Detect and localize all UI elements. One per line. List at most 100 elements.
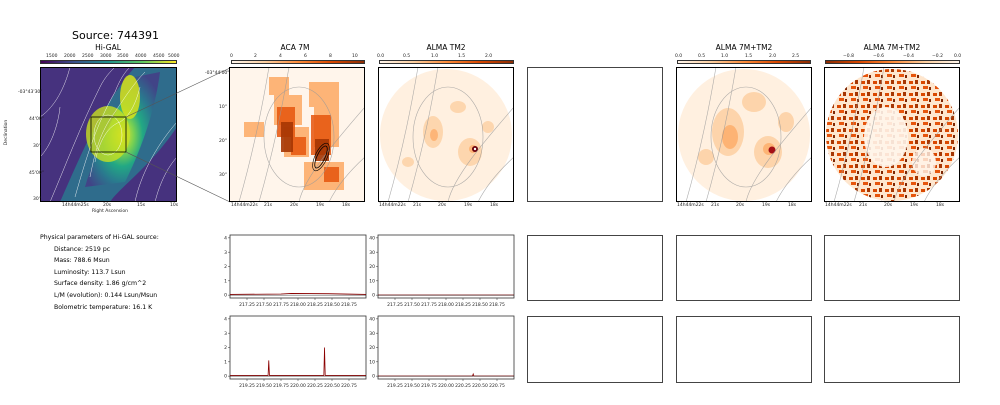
aca7m-spectrum-1: 0 1 2 3 4 217.25 217.50 217.75 218.00 218.25 218.5…	[224, 234, 367, 308]
y-tick-label: 1	[224, 278, 227, 284]
combo-colorbar-ticks: 0.0 0.5 1.0 1.5 2.0 2.5	[675, 54, 811, 60]
combo-neg-colorbar	[825, 60, 960, 64]
combo-title: ALMA 7M+TM2	[715, 43, 773, 52]
y-tick-label: 1	[224, 359, 227, 365]
tm2-colorbar-ticks: 0.0 0.5 1.0 1.5 2.0	[377, 54, 514, 60]
aca7m-image	[229, 67, 365, 202]
tm2-cbar-tick: 0.0	[377, 54, 385, 59]
combo-xtick: 20s	[736, 203, 745, 208]
combo-neg-title: ALMA 7M+TM2	[863, 43, 921, 52]
y-tick-label: 3	[224, 250, 227, 256]
higal-colorbar-ticks: 1500 2000 2500 3000 3500 4000 4500 5000	[40, 54, 179, 60]
combo-cbar-tick: 2.5	[792, 54, 800, 59]
empty-panel	[527, 67, 663, 202]
y-tick-label: 2	[224, 264, 227, 270]
higal-ytick: 30"	[33, 144, 41, 149]
x-tick-label: 219.50	[256, 383, 272, 389]
higal-xtick: 15s	[137, 203, 146, 208]
combo-neg-cbar-tick: −0.4	[903, 54, 914, 59]
higal-ytick: 30"	[33, 197, 41, 202]
tm2-xtick: 20s	[438, 203, 447, 208]
spectrum-line	[230, 347, 366, 376]
higal-xlabel: Right Ascension	[92, 209, 128, 214]
y-tick-label: 30	[369, 250, 375, 256]
higal-cbar-tick: 3500	[117, 54, 129, 59]
y-tick-label: 10	[369, 278, 375, 284]
y-tick-label: 0	[224, 374, 227, 380]
plot-frame	[377, 234, 515, 299]
tm2-image	[378, 67, 514, 202]
x-tick-label: 217.25	[239, 302, 255, 308]
combo-neg-xtick: 21s	[859, 203, 868, 208]
x-tick-label: 217.50	[256, 302, 272, 308]
combo-neg-cbar-tick: −0.8	[843, 54, 854, 59]
tm2-cbar-tick: 2.0	[485, 54, 493, 59]
x-tick-label: 220.50	[472, 383, 488, 389]
x-tick-label: 220.50	[324, 383, 340, 389]
physical-line: Surface density: 1.86 g/cm^2	[54, 280, 147, 288]
tm2-xtick: 14h44m22s	[379, 203, 406, 208]
x-tick-label: 217.75	[421, 302, 437, 308]
combo-xtick: 19s	[762, 203, 771, 208]
zoom-connector	[125, 67, 231, 203]
x-tick-label: 219.75	[273, 383, 289, 389]
y-tick-label: 40	[369, 316, 375, 322]
x-tick-label: 220.75	[341, 383, 357, 389]
aca7m-title: ACA 7M	[280, 43, 310, 52]
combo-neg-xtick: 18s	[936, 203, 945, 208]
y-tick-label: 0	[224, 293, 227, 299]
x-tick-label: 219.25	[387, 383, 403, 389]
y-tick-label: 4	[224, 235, 227, 241]
aca7m-cbar-tick: 8	[329, 54, 332, 59]
tm2-cbar-tick: 1.5	[458, 54, 466, 59]
physical-line: Mass: 788.6 Msun	[54, 257, 110, 265]
x-tick-label: 218.50	[324, 302, 340, 308]
aca7m-ytick: 20"	[219, 139, 227, 144]
higal-ytick: 44'00"	[29, 117, 44, 122]
empty-spectrum-panel	[676, 235, 812, 301]
source-title: Source: 744391	[72, 29, 159, 42]
higal-title: Hi-GAL	[95, 43, 121, 52]
x-tick-label: 218.25	[455, 302, 471, 308]
y-tick-label: 3	[224, 331, 227, 337]
higal-xtick: 14h44m25s	[62, 203, 89, 208]
physical-parameters: Physical parameters of Hi-GAL source: Di…	[40, 232, 159, 313]
x-tick-label: 217.50	[404, 302, 420, 308]
empty-spectrum-panel	[527, 235, 663, 301]
aca7m-cbar-tick: 6	[304, 54, 307, 59]
higal-cbar-tick: 1500	[46, 54, 58, 59]
empty-spectrum-panel	[676, 316, 812, 383]
higal-ytick: -03°43'30"	[18, 90, 43, 95]
x-tick-label: 218.50	[472, 302, 488, 308]
x-tick-label: 218.75	[341, 302, 357, 308]
x-tick-label: 219.25	[239, 383, 255, 389]
x-tick-label: 219.50	[404, 383, 420, 389]
higal-colorbar	[40, 60, 177, 64]
y-tick-label: 20	[369, 264, 375, 270]
higal-cbar-tick: 4000	[135, 54, 147, 59]
tm2-xtick: 18s	[490, 203, 499, 208]
aca7m-ytick: -03°44'00"	[205, 71, 230, 76]
combo-neg-xtick: 20s	[884, 203, 893, 208]
x-tick-label: 218.00	[438, 302, 454, 308]
aca7m-colorbar-ticks: 0 2 4 6 8 10	[230, 54, 365, 60]
combo-xtick: 21s	[711, 203, 720, 208]
x-tick-label: 218.00	[290, 302, 306, 308]
physical-line: Luminosity: 113.7 Lsun	[54, 268, 126, 276]
x-tick-label: 217.25	[387, 302, 403, 308]
combo-neg-xtick: 14h44m22s	[825, 203, 852, 208]
tm2-cbar-tick: 1.0	[431, 54, 439, 59]
combo-cbar-tick: 1.0	[721, 54, 729, 59]
physical-line: L/M (evolution): 0.144 Lsun/Msun	[54, 291, 158, 299]
x-tick-label: 220.25	[455, 383, 471, 389]
x-tick-label: 218.25	[307, 302, 323, 308]
aca7m-cbar-tick: 0	[230, 54, 233, 59]
higal-cbar-tick: 3000	[100, 54, 112, 59]
y-tick-label: 4	[224, 316, 227, 322]
x-tick-label: 218.75	[489, 302, 505, 308]
physical-line: Bolometric temperature: 16.1 K	[54, 303, 153, 311]
x-tick-label: 220.00	[438, 383, 454, 389]
aca7m-ytick: 30"	[219, 173, 227, 178]
combo-xtick: 14h44m22s	[677, 203, 704, 208]
